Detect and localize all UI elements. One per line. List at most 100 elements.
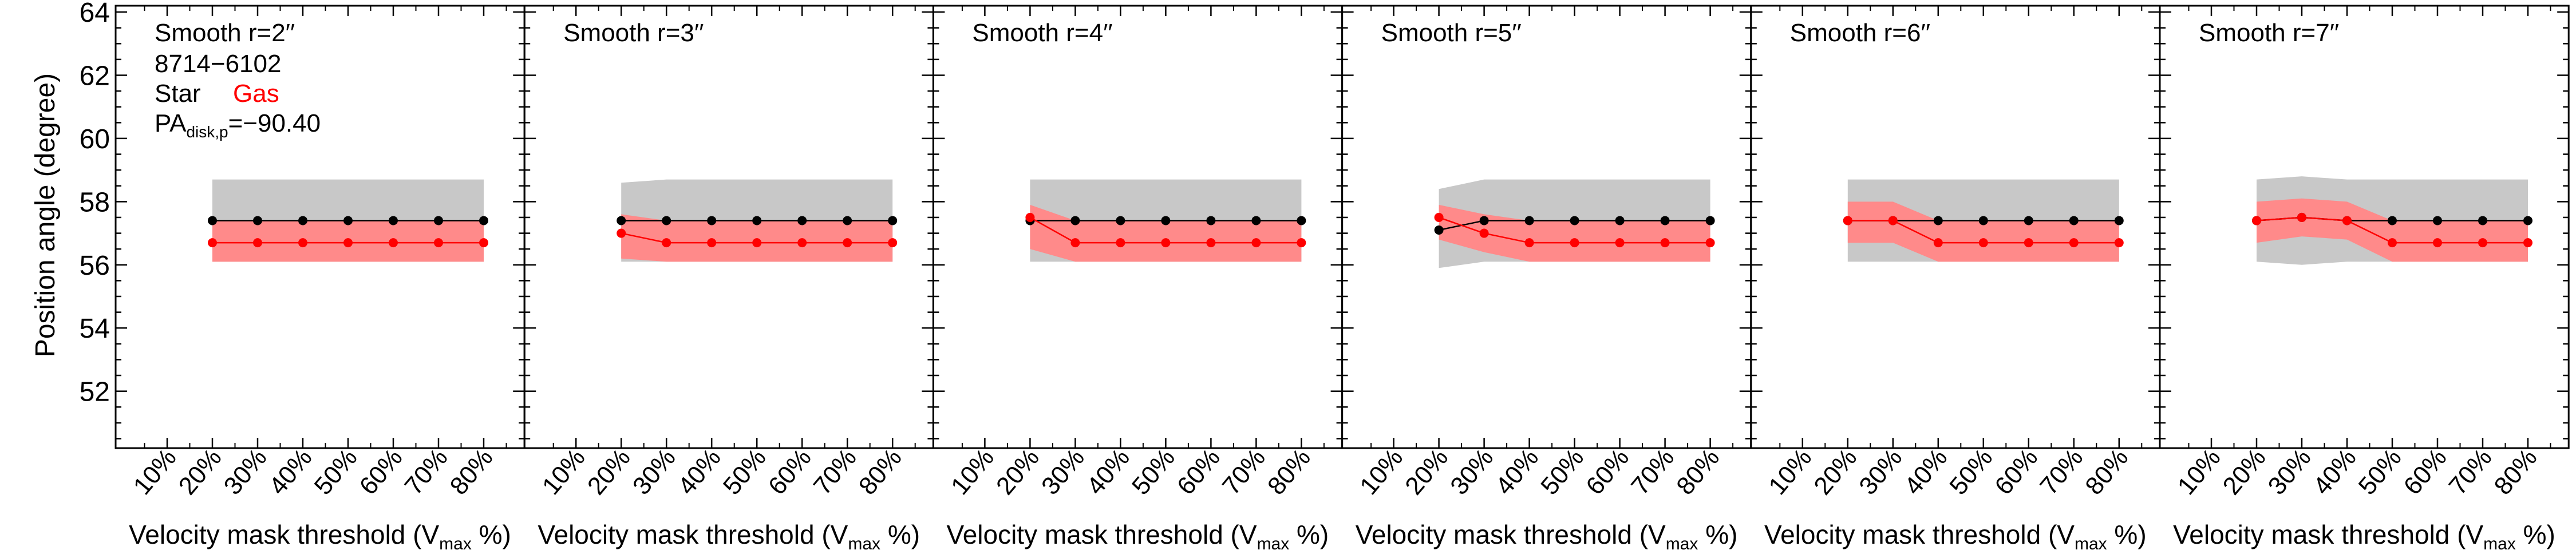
panels: 5254565860626410%20%30%40%50%60%70%80%Ve… [80,0,2570,553]
gas-point [1524,238,1534,248]
star-point [389,216,398,225]
pa-sub: disk,p [186,123,228,141]
x-tick-label: 40% [264,444,318,500]
x-axis-label-tail: %) [2516,520,2555,549]
gas-point [1978,238,1988,248]
x-axis-label-main: Velocity mask threshold (V [538,520,848,549]
x-tick-label: 10% [537,444,591,500]
gas-point [1615,238,1625,248]
gas-point [343,238,353,248]
x-axis-label: Velocity mask threshold (Vmax %) [947,520,1329,553]
star-point [2114,216,2124,225]
star-point [1524,216,1534,225]
star-point [1705,216,1715,225]
x-tick-label: 60% [1172,444,1226,500]
x-tick-label: 50% [1944,444,1998,500]
x-axis-label-sub: max [848,535,880,553]
x-axis-label-tail: %) [2107,520,2147,549]
star-point [298,216,307,225]
x-axis-label-main: Velocity mask threshold (V [2173,520,2483,549]
panel-title: Smooth r=7′′ [2199,19,2339,47]
x-tick-label: 60% [763,444,817,500]
y-tick-label: 58 [80,187,110,217]
x-tick-label: 30% [1854,444,1907,500]
gas-point [1297,238,1306,248]
x-tick-label: 70% [1626,444,1680,500]
gas-point [2342,216,2352,225]
x-tick-label: 80% [2080,444,2134,500]
x-axis-label: Velocity mask threshold (Vmax %) [129,520,511,553]
x-tick-label: 40% [673,444,726,500]
x-tick-label: 20% [1400,444,1453,500]
gas-point [1570,238,1579,248]
star-point [2069,216,2079,225]
panel-title: Smooth r=3′′ [563,19,704,47]
panel-3: 10%20%30%40%50%60%70%80%Velocity mask th… [932,5,1344,553]
x-axis-label: Velocity mask threshold (Vmax %) [538,520,920,553]
x-axis-label-main: Velocity mask threshold (V [129,520,439,549]
x-axis-label-sub: max [439,535,472,553]
star-point [1251,216,1261,225]
gas-point [1660,238,1670,248]
panel-2: 10%20%30%40%50%60%70%80%Velocity mask th… [523,5,934,553]
gas-point [617,228,626,238]
panel-title: Smooth r=6′′ [1790,19,1930,47]
gas-band [2257,198,2528,262]
panel-6: 10%20%30%40%50%60%70%80%Velocity mask th… [2159,5,2570,553]
star-point [1978,216,1988,225]
x-tick-label: 40% [1899,444,1953,500]
x-axis-label-sub: max [1666,535,1698,553]
y-tick-label: 54 [80,314,110,344]
x-tick-label: 40% [1081,444,1135,500]
x-tick-label: 60% [354,444,408,500]
x-axis-label-tail: %) [1698,520,1737,549]
gas-point [2523,238,2532,248]
star-point [1116,216,1125,225]
y-tick-label: 64 [80,0,110,28]
pa-value: =−90.40 [228,109,321,137]
x-axis-label-tail: %) [472,520,511,549]
gas-band [1030,204,1302,262]
gas-point [2478,238,2487,248]
star-point [2388,216,2397,225]
x-tick-label: 80% [2489,444,2543,500]
y-tick-label: 60 [80,124,110,155]
gas-point [2114,238,2124,248]
y-tick-label: 52 [80,377,110,407]
x-tick-label: 10% [946,444,999,500]
star-point [752,216,762,225]
gas-point [1161,238,1171,248]
x-axis-label-main: Velocity mask threshold (V [1764,520,2075,549]
star-point [2478,216,2487,225]
gas-point [2433,238,2442,248]
galaxy-id: 8714−6102 [155,50,281,78]
star-point [707,216,717,225]
gas-point [752,238,762,248]
x-tick-label: 70% [1217,444,1271,500]
x-tick-label: 10% [128,444,182,500]
gas-point [2388,238,2397,248]
x-tick-label: 10% [1763,444,1817,500]
gas-point [253,238,262,248]
star-point [843,216,852,225]
x-axis-label: Velocity mask threshold (Vmax %) [1356,520,1738,553]
gas-point [389,238,398,248]
star-point [208,216,217,225]
star-point [434,216,443,225]
x-tick-label: 50% [1535,444,1589,500]
panel-5: 10%20%30%40%50%60%70%80%Velocity mask th… [1750,5,2161,553]
star-point [1933,216,1943,225]
star-point [797,216,807,225]
gas-point [1479,228,1489,238]
gas-point [1070,238,1080,248]
x-tick-label: 40% [2308,444,2362,500]
pa-label: PAdisk,p=−90.40 [155,109,321,141]
x-tick-label: 20% [991,444,1045,500]
star-point [2024,216,2033,225]
x-axis-label: Velocity mask threshold (Vmax %) [2173,520,2555,553]
x-tick-label: 30% [627,444,681,500]
legend-gas-label: Gas [233,80,279,108]
x-tick-label: 80% [1262,444,1316,500]
x-tick-label: 70% [2034,444,2088,500]
star-point [253,216,262,225]
